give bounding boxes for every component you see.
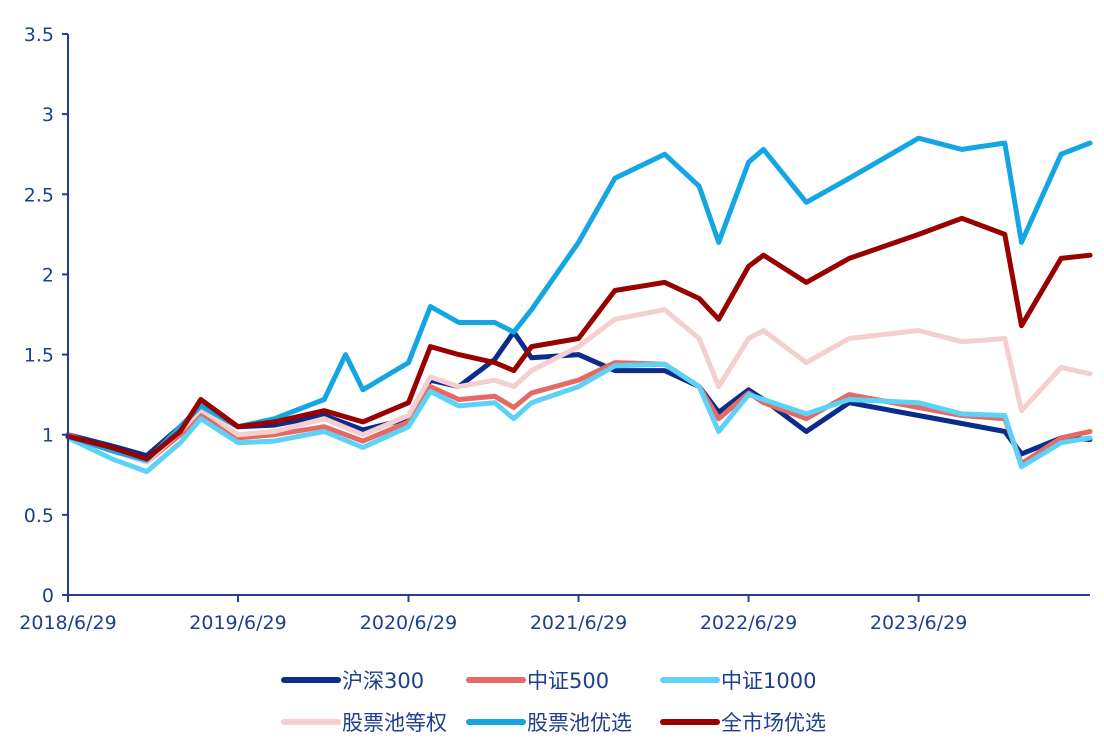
y-tick-label: 0 <box>42 585 54 607</box>
legend-label: 中证1000 <box>721 669 816 693</box>
x-ticks: 2018/6/29 2019/6/29 2020/6/29 2021/6/29 2022… <box>19 595 967 634</box>
x-tick-label: 2018/6/29 <box>19 612 116 634</box>
x-tick-label: 2022/6/29 <box>700 612 797 634</box>
series-line-5 <box>65 215 1093 462</box>
legend-label: 股票池等权 <box>342 711 447 735</box>
legend-label: 沪深300 <box>342 669 424 693</box>
legend-label: 中证500 <box>527 669 609 693</box>
y-tick-label: 1.5 <box>24 345 54 367</box>
series-line-3 <box>65 307 1093 465</box>
y-tick-label: 3 <box>42 104 54 126</box>
x-tick-label: 2023/6/29 <box>870 612 967 634</box>
y-tick-label: 1 <box>42 425 54 447</box>
y-tick-label: 3.5 <box>24 24 54 46</box>
legend: 沪深300 中证500 中证1000 股票池等权 股票池优选 全市场优选 <box>281 669 826 735</box>
legend-label: 股票池优选 <box>527 711 632 735</box>
y-ticks: 0 0.5 1 1.5 2 2.5 3 3.5 <box>24 24 68 607</box>
plot-lines <box>65 135 1093 475</box>
y-tick-label: 2 <box>42 264 54 286</box>
x-tick-label: 2019/6/29 <box>189 612 286 634</box>
y-tick-label: 0.5 <box>24 505 54 527</box>
x-tick-label: 2020/6/29 <box>360 612 457 634</box>
legend-label: 全市场优选 <box>721 711 826 735</box>
x-tick-label: 2021/6/29 <box>530 612 627 634</box>
y-tick-label: 2.5 <box>24 184 54 206</box>
series-line-0 <box>65 329 1093 459</box>
series-line-1 <box>65 360 1093 467</box>
series-line-2 <box>65 361 1093 475</box>
axes <box>67 34 1090 596</box>
